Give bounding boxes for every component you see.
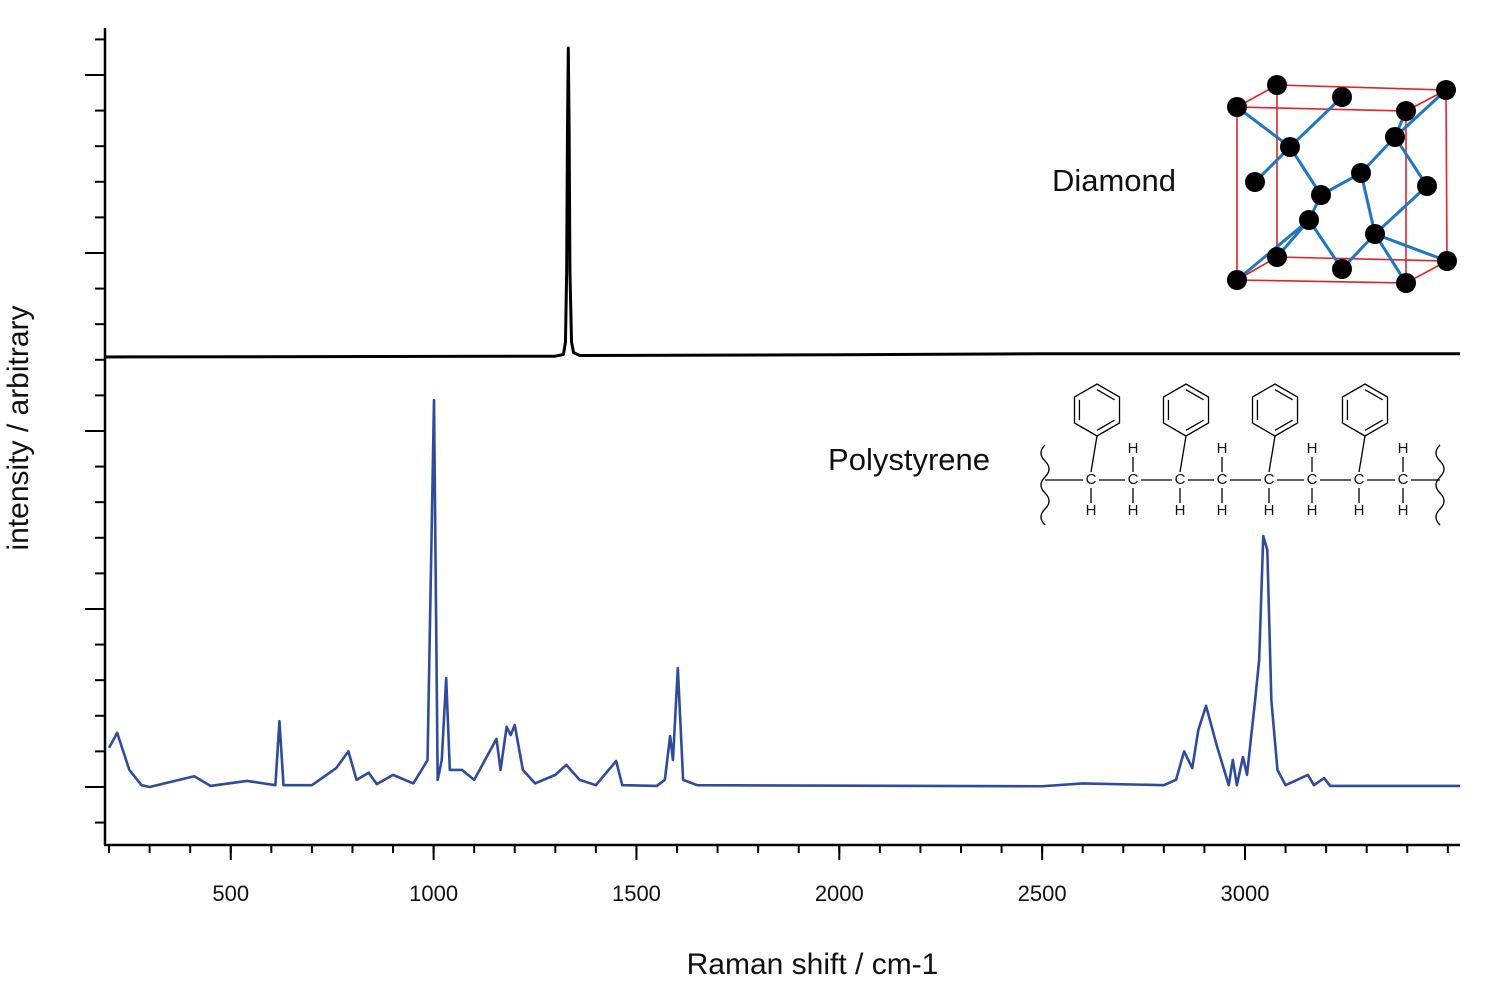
x-tick-label: 2000 xyxy=(815,881,864,906)
chain-end xyxy=(1040,444,1050,526)
bond xyxy=(1274,389,1293,401)
atom-label: C xyxy=(1354,471,1365,488)
x-tick-label: 1500 xyxy=(612,881,661,906)
atom-label: H xyxy=(1398,502,1409,519)
atom-label: C xyxy=(1086,471,1097,488)
x-tick-label: 1000 xyxy=(409,881,458,906)
series-label: Polystyrene xyxy=(828,442,990,477)
bond xyxy=(1364,389,1383,401)
bond xyxy=(1185,389,1204,401)
atom-label: C xyxy=(1217,471,1228,488)
bond xyxy=(1090,435,1098,473)
atom-label: C xyxy=(1398,471,1409,488)
bond xyxy=(1364,419,1383,431)
atom-label: H xyxy=(1086,502,1097,519)
atom-label: H xyxy=(1128,440,1139,457)
atom-label: C xyxy=(1128,471,1139,488)
series-label: Diamond xyxy=(1052,163,1176,198)
atom-label: H xyxy=(1307,502,1318,519)
bond xyxy=(1274,419,1293,431)
x-tick-label: 500 xyxy=(212,881,249,906)
x-tick-label: 3000 xyxy=(1221,881,1270,906)
bond xyxy=(1179,435,1187,473)
atom-label: H xyxy=(1217,502,1228,519)
x-tick-label: 2500 xyxy=(1018,881,1067,906)
phenyl-ring xyxy=(1162,383,1210,437)
bond xyxy=(1268,435,1276,473)
atom-label: C xyxy=(1307,471,1318,488)
series-line xyxy=(107,398,1460,789)
atom-label: H xyxy=(1354,502,1365,519)
bond xyxy=(1096,389,1115,401)
atom-label: H xyxy=(1175,502,1186,519)
series-line xyxy=(104,46,1460,359)
atom-label: H xyxy=(1264,502,1275,519)
bond xyxy=(1358,435,1366,473)
atom-label: H xyxy=(1128,502,1139,519)
atom-label: H xyxy=(1307,440,1318,457)
atom-label: H xyxy=(1217,440,1228,457)
phenyl-ring xyxy=(1251,383,1299,437)
diamond-lattice xyxy=(1227,75,1457,293)
atom-label: C xyxy=(1175,471,1186,488)
atom-label: H xyxy=(1398,440,1409,457)
bond xyxy=(1185,419,1204,431)
atom-label: C xyxy=(1264,471,1275,488)
phenyl-ring xyxy=(1341,383,1389,437)
phenyl-ring xyxy=(1073,383,1121,437)
chain-end xyxy=(1435,444,1445,526)
x-axis-title: Raman shift / cm-1 xyxy=(687,948,939,981)
bond xyxy=(1096,419,1115,431)
y-axis-title: intensity / arbitrary xyxy=(2,305,35,550)
